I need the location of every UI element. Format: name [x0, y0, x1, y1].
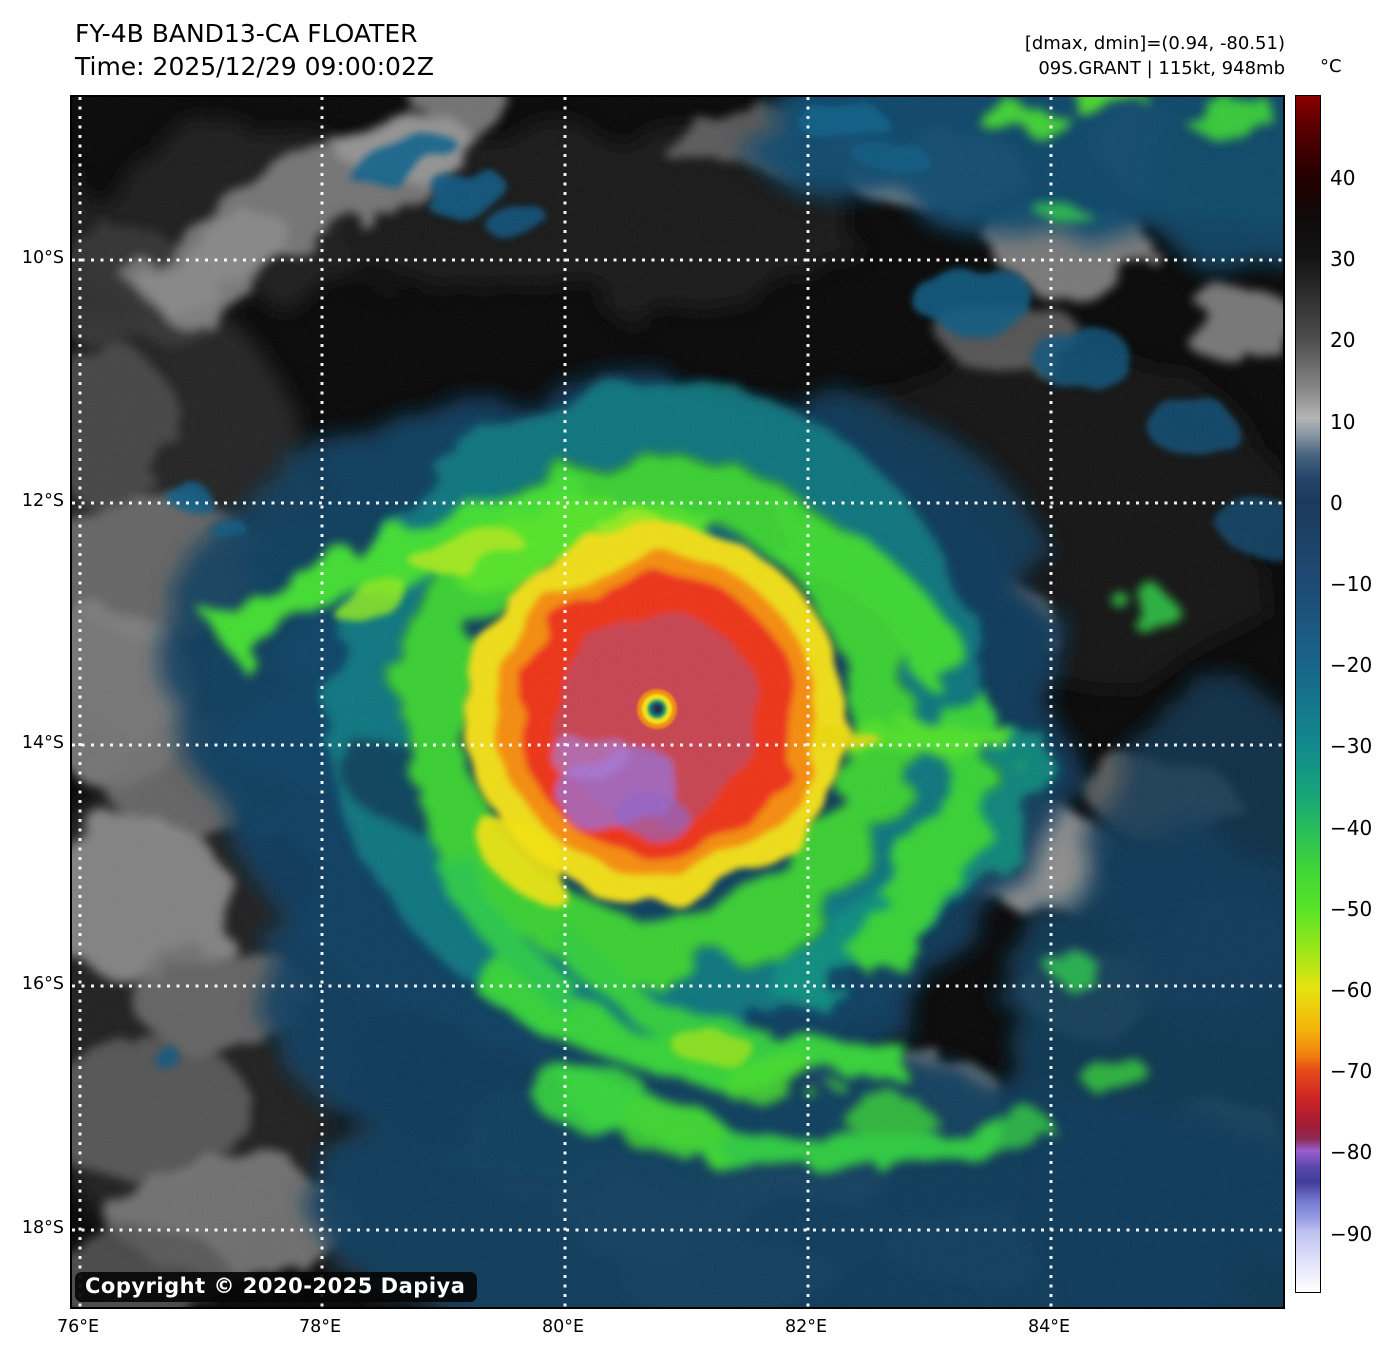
timestamp: Time: 2025/12/29 09:00:02Z [75, 52, 434, 81]
header-titles: FY-4B BAND13-CA FLOATER Time: 2025/12/29… [75, 17, 434, 83]
colorbar-tick-m60: −60 [1330, 978, 1373, 1002]
copyright-badge: Copyright © 2020-2025 Dapiya [75, 1272, 478, 1302]
lon-label-78e: 78°E [298, 1317, 342, 1337]
colorbar-tick-0: 0 [1330, 491, 1343, 515]
graticule-gridlines [72, 97, 1283, 1307]
storm-readout: 09S.GRANT | 115kt, 948mb [1038, 58, 1285, 79]
colorbar-tick-20: 20 [1330, 328, 1356, 352]
colorbar-tick-m90: −90 [1330, 1222, 1373, 1246]
colorbar-tick-10: 10 [1330, 410, 1356, 434]
colorbar-tick-m10: −10 [1330, 572, 1373, 596]
page-title: FY-4B BAND13-CA FLOATER [75, 19, 418, 48]
lon-label-80e: 80°E [541, 1317, 585, 1337]
colorbar-tick-m70: −70 [1330, 1059, 1373, 1083]
lat-label-10s: 10°S [21, 248, 64, 268]
satellite-map: Copyright © 2020-2025 Dapiya [70, 95, 1285, 1309]
colorbar-tick-m40: −40 [1330, 816, 1373, 840]
colorbar-tick-30: 30 [1330, 247, 1356, 271]
lon-label-82e: 82°E [784, 1317, 828, 1337]
dmax-dmin-readout: [dmax, dmin]=(0.94, -80.51) [1024, 33, 1285, 54]
lon-label-84e: 84°E [1027, 1317, 1071, 1337]
colorbar-unit-label: °C [1320, 56, 1342, 77]
colorbar-tick-m80: −80 [1330, 1140, 1373, 1164]
colorbar-tick-m30: −30 [1330, 734, 1373, 758]
lon-label-76e: 76°E [56, 1317, 100, 1337]
lat-label-12s: 12°S [21, 491, 64, 511]
lat-label-16s: 16°S [21, 974, 64, 994]
colorbar-tick-m50: −50 [1330, 897, 1373, 921]
satellite-image [72, 97, 1283, 1307]
header-readouts: [dmax, dmin]=(0.94, -80.51) 09S.GRANT | … [1025, 31, 1285, 81]
lat-label-14s: 14°S [21, 733, 64, 753]
colorbar [1295, 95, 1321, 1293]
colorbar-tick-40: 40 [1330, 166, 1356, 190]
lat-label-18s: 18°S [21, 1218, 64, 1238]
colorbar-tick-m20: −20 [1330, 653, 1373, 677]
